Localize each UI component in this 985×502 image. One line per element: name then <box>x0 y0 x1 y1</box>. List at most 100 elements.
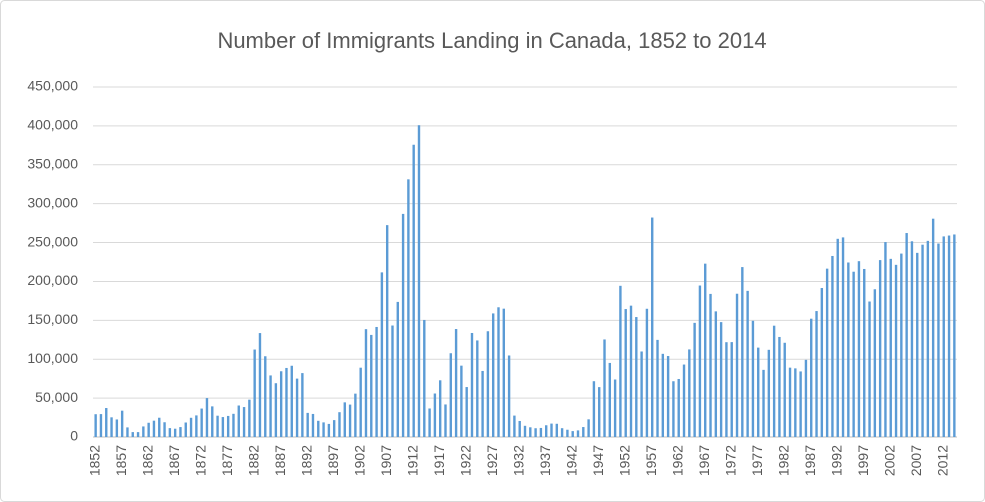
bar <box>99 414 103 437</box>
bar <box>767 349 771 437</box>
bar <box>301 373 304 437</box>
bar <box>794 368 797 437</box>
bar <box>168 428 172 437</box>
x-tick-label: 1902 <box>351 445 367 476</box>
x-tick-label: 1937 <box>537 445 553 476</box>
y-tick-label: 150,000 <box>27 311 78 327</box>
bar <box>248 399 251 437</box>
x-tick-label: 1982 <box>775 445 791 476</box>
bar <box>799 371 802 437</box>
bar <box>693 322 696 437</box>
y-tick-label: 200,000 <box>27 272 78 288</box>
bar <box>757 347 760 437</box>
bar <box>115 419 119 437</box>
y-tick-label: 350,000 <box>27 155 78 171</box>
bar <box>200 408 203 437</box>
bar <box>539 427 543 437</box>
bar <box>354 393 357 437</box>
bar <box>571 431 574 437</box>
x-tick-label: 1972 <box>722 445 738 476</box>
bar <box>714 311 718 437</box>
x-tick-label: 1997 <box>855 445 871 476</box>
bar <box>211 406 214 437</box>
bar <box>396 301 399 437</box>
bar <box>332 420 336 437</box>
x-tick-label: 1877 <box>219 445 235 476</box>
bar <box>412 144 415 437</box>
bar <box>264 356 267 437</box>
x-tick-label: 1867 <box>166 445 182 476</box>
x-tick-label: 1947 <box>590 445 606 476</box>
x-tick-label: 1917 <box>431 445 447 476</box>
chart-title: Number of Immigrants Landing in Canada, … <box>217 28 766 53</box>
x-tick-label: 1987 <box>802 445 818 476</box>
bar <box>942 236 945 437</box>
bar <box>884 242 887 437</box>
bar <box>666 356 670 437</box>
bar <box>825 268 829 437</box>
bar <box>576 430 580 437</box>
bar <box>131 432 134 437</box>
bar <box>497 307 500 437</box>
bar <box>338 412 341 437</box>
y-tick-label: 250,000 <box>27 233 78 249</box>
x-tick-label: 1922 <box>457 445 473 476</box>
bar <box>184 422 187 437</box>
y-tick-label: 300,000 <box>27 194 78 210</box>
bar <box>592 381 596 437</box>
bar <box>751 320 755 437</box>
bar <box>566 429 569 437</box>
bar <box>921 244 924 437</box>
x-tick-label: 1932 <box>510 445 526 476</box>
bar <box>274 383 278 437</box>
bar <box>226 415 230 437</box>
bar <box>502 308 505 437</box>
bar <box>401 213 405 437</box>
bar <box>656 339 659 437</box>
bar <box>317 420 320 437</box>
bar <box>741 267 744 437</box>
bar <box>486 331 490 437</box>
bar <box>322 422 325 437</box>
x-tick-label: 1942 <box>563 445 579 476</box>
bar <box>857 261 861 437</box>
bar <box>359 367 362 437</box>
bar <box>677 378 680 437</box>
bar <box>868 301 871 437</box>
x-tick-label: 1912 <box>404 445 420 476</box>
bar <box>142 426 145 437</box>
x-tick-label: 1857 <box>113 445 129 476</box>
bar <box>449 353 452 437</box>
x-tick-label: 1992 <box>828 445 844 476</box>
x-tick-label: 1957 <box>643 445 659 476</box>
bar <box>407 179 410 438</box>
bar <box>746 290 749 437</box>
bar <box>110 417 113 437</box>
bar <box>926 240 930 437</box>
bar <box>831 255 834 437</box>
bar <box>163 422 166 437</box>
bar <box>348 404 352 437</box>
bar <box>863 268 866 437</box>
bar <box>476 340 479 437</box>
x-tick-label: 1862 <box>139 445 155 476</box>
bar <box>640 351 643 437</box>
bar <box>529 427 532 437</box>
bar <box>491 313 495 437</box>
bar <box>253 349 256 437</box>
bar <box>269 375 272 437</box>
bar <box>343 402 346 437</box>
bar <box>518 420 521 437</box>
bar <box>820 288 824 437</box>
x-tick-label: 1977 <box>749 445 765 476</box>
bar <box>179 427 182 437</box>
bar <box>815 311 818 437</box>
bar <box>937 243 940 437</box>
bar <box>465 387 468 437</box>
x-tick-label: 1962 <box>669 445 685 476</box>
bar <box>242 407 246 437</box>
bar <box>391 325 394 437</box>
bar <box>545 425 548 437</box>
bar <box>306 412 309 437</box>
bar <box>841 237 845 437</box>
